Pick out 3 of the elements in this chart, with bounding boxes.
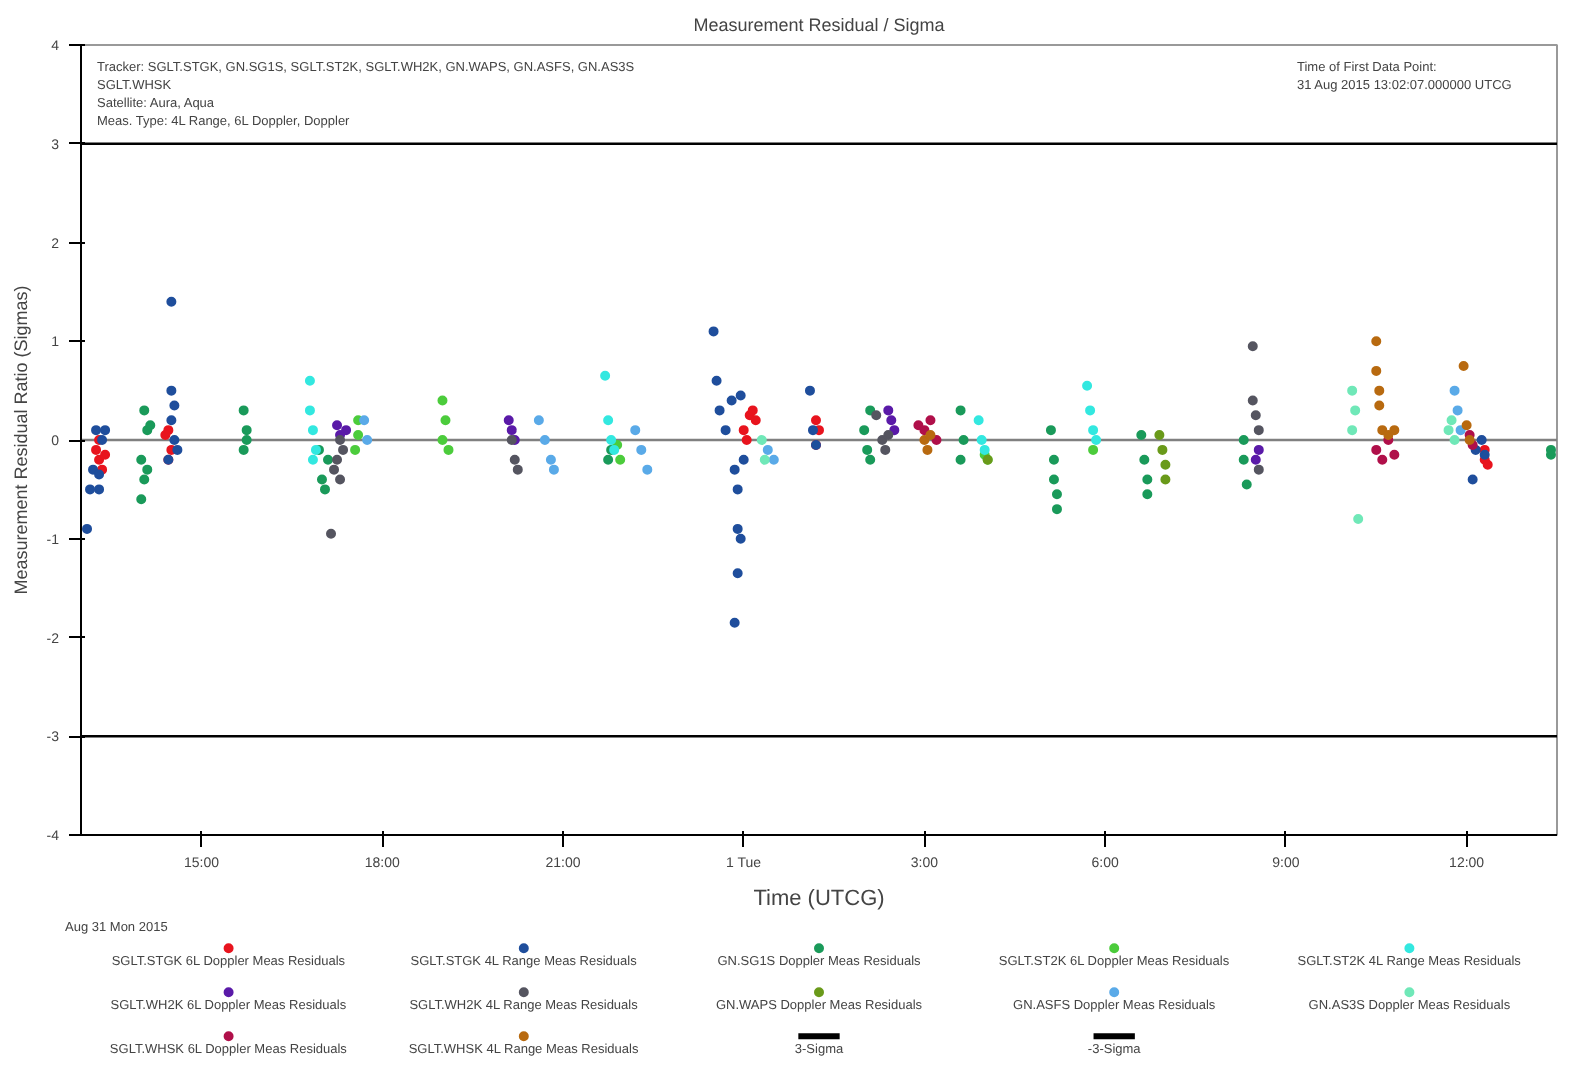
x-axis-title: Time (UTCG) [753, 887, 885, 911]
chart-title: Measurement Residual / Sigma [693, 15, 945, 35]
y-axis-title: Measurement Residual Ratio (Sigmas) [10, 285, 31, 595]
